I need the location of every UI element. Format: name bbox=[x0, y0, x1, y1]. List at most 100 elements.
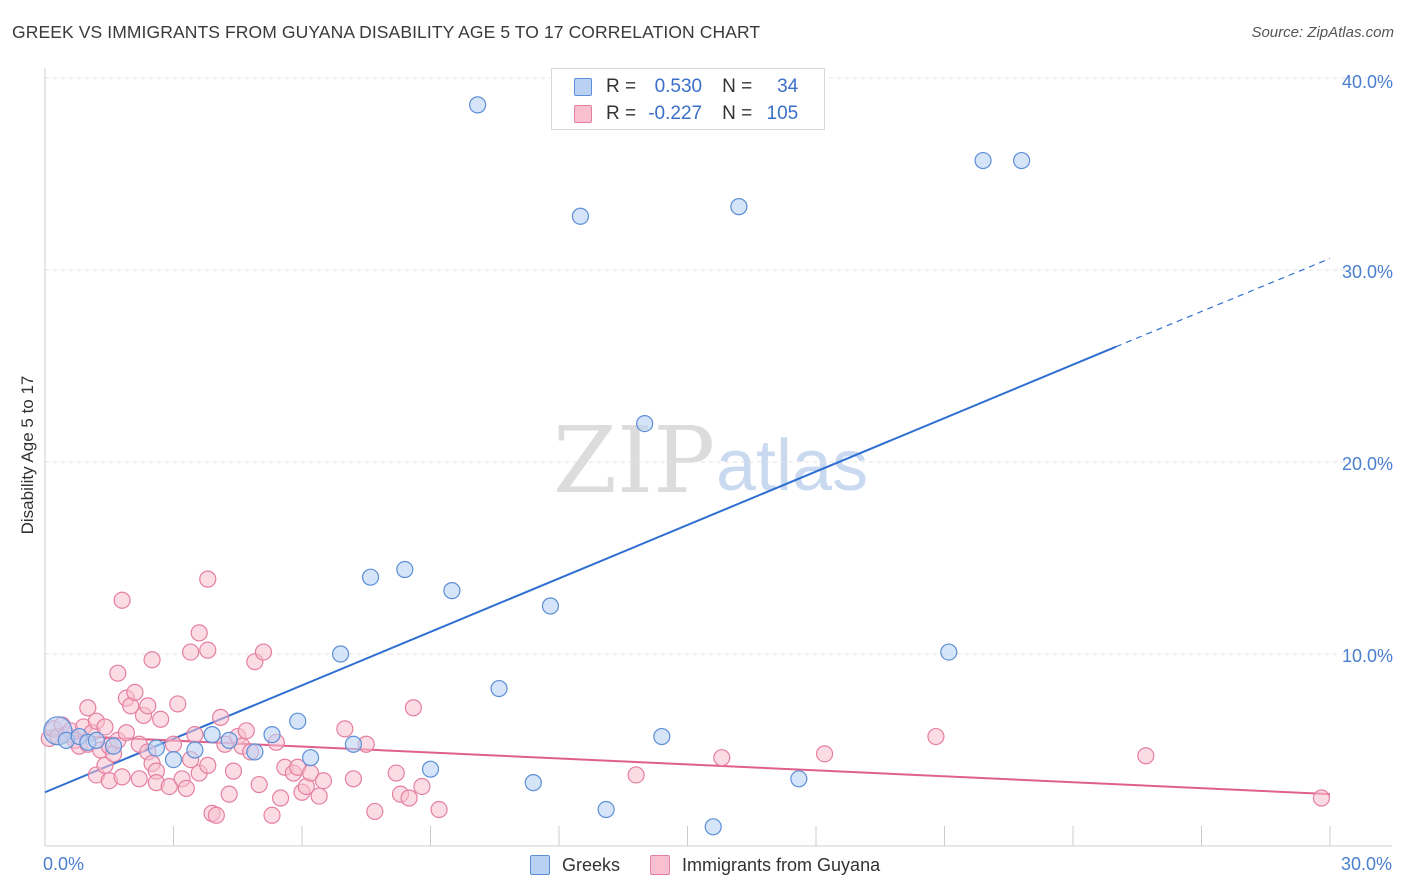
guyana-point bbox=[1312, 789, 1331, 807]
series-immigrants-from-guyana bbox=[40, 570, 1331, 824]
greeks-point bbox=[524, 774, 542, 792]
y-tick-label: 20.0% bbox=[1342, 454, 1393, 474]
greeks-point bbox=[597, 800, 615, 819]
x-tick-label: 30.0% bbox=[1341, 854, 1392, 874]
watermark: ZIP atlas bbox=[553, 407, 868, 514]
y-tick-label: 30.0% bbox=[1342, 262, 1393, 282]
greeks-legend-swatch bbox=[530, 855, 550, 875]
guyana-point bbox=[152, 710, 170, 728]
n-value-greeks: 34 bbox=[777, 76, 799, 97]
guyana-point bbox=[250, 775, 268, 794]
guyana-point bbox=[224, 762, 243, 780]
watermark-zip: ZIP bbox=[553, 407, 715, 514]
legend-item-guyana: Immigrants from Guyana bbox=[650, 855, 880, 876]
greeks-point bbox=[203, 726, 221, 744]
guyana-point bbox=[271, 789, 290, 807]
guyana-point bbox=[199, 756, 217, 774]
x-tick-label: 0.0% bbox=[43, 854, 84, 874]
guyana-point bbox=[96, 718, 114, 736]
guyana-point bbox=[160, 777, 178, 796]
guyana-point bbox=[207, 806, 225, 824]
guyana-point bbox=[143, 651, 161, 669]
guyana-point bbox=[310, 787, 328, 805]
greeks-point bbox=[147, 739, 165, 757]
greeks-point bbox=[186, 741, 204, 759]
guyana-point bbox=[400, 789, 418, 807]
guyana-point bbox=[139, 697, 157, 715]
grid-lines bbox=[45, 77, 1392, 655]
greeks-swatch bbox=[574, 78, 592, 96]
greeks-point bbox=[396, 560, 414, 579]
watermark-atlas: atlas bbox=[716, 426, 868, 506]
guyana-point bbox=[126, 683, 144, 702]
guyana-point bbox=[212, 708, 230, 726]
axes bbox=[44, 68, 1392, 847]
greeks-point bbox=[653, 727, 671, 746]
guyana-point bbox=[336, 720, 354, 738]
guyana-legend-swatch bbox=[650, 855, 671, 875]
guyana-point bbox=[927, 727, 945, 746]
guyana-point bbox=[182, 643, 200, 661]
guyana-point bbox=[130, 770, 148, 788]
greeks-point bbox=[104, 737, 123, 755]
greeks-point bbox=[263, 726, 281, 744]
guyana-point bbox=[430, 800, 448, 819]
guyana-point bbox=[169, 695, 187, 713]
r-label: R = bbox=[606, 103, 637, 124]
greeks-point bbox=[443, 582, 461, 600]
guyana-point bbox=[177, 779, 195, 798]
y-tick-label: 40.0% bbox=[1342, 72, 1393, 92]
greeks-point bbox=[421, 760, 440, 778]
greeks-point bbox=[344, 735, 362, 753]
guyana-point bbox=[199, 641, 217, 659]
series-legend: Greeks Immigrants from Guyana bbox=[530, 853, 910, 877]
series-greeks bbox=[43, 96, 1031, 836]
guyana-point bbox=[387, 764, 405, 782]
legend-row-greeks: R = 0.530 N = 34 bbox=[574, 75, 798, 99]
greeks-point bbox=[331, 645, 350, 663]
greeks-point bbox=[220, 731, 238, 750]
guyana-point bbox=[220, 785, 238, 803]
n-label: N = bbox=[722, 76, 753, 97]
greeks-point bbox=[790, 770, 808, 788]
n-value-guyana: 105 bbox=[766, 103, 799, 124]
greeks-point bbox=[164, 750, 183, 769]
greeks-point bbox=[87, 731, 106, 750]
guyana-point bbox=[199, 570, 217, 588]
r-label: R = bbox=[606, 76, 637, 97]
guyana-point bbox=[117, 724, 135, 742]
tick-labels: 10.0% 20.0% 30.0% 40.0% 0.0% 30.0% bbox=[43, 72, 1393, 874]
greeks-point bbox=[361, 568, 380, 586]
greeks-point bbox=[490, 679, 508, 698]
guyana-swatch bbox=[574, 105, 592, 123]
guyana-point bbox=[1137, 747, 1155, 765]
trend-lines bbox=[44, 257, 1331, 796]
greeks-point bbox=[974, 151, 992, 170]
guyana-point bbox=[413, 777, 431, 796]
greeks-point bbox=[571, 207, 590, 225]
guyana-point bbox=[713, 749, 731, 767]
guyana-point bbox=[190, 624, 208, 642]
guyana-point bbox=[79, 699, 97, 717]
greeks-trend-extension bbox=[1115, 257, 1331, 348]
guyana-point bbox=[109, 664, 127, 682]
guyana-point bbox=[254, 643, 273, 661]
guyana-point bbox=[404, 699, 422, 717]
greeks-point bbox=[940, 643, 958, 661]
chart-source: Source: ZipAtlas.com bbox=[1251, 24, 1394, 41]
greeks-point bbox=[469, 96, 487, 114]
greeks-point bbox=[246, 743, 264, 761]
legend-label-greeks: Greeks bbox=[562, 854, 621, 875]
guyana-point bbox=[164, 735, 183, 753]
y-axis-label: Disability Age 5 to 17 bbox=[18, 376, 37, 535]
guyana-point bbox=[627, 766, 645, 784]
greeks-point bbox=[636, 415, 654, 433]
guyana-point bbox=[366, 802, 384, 821]
guyana-point bbox=[263, 806, 281, 824]
guyana-point bbox=[344, 770, 362, 788]
legend-item-greeks: Greeks bbox=[530, 855, 620, 876]
guyana-point bbox=[113, 591, 131, 609]
n-label: N = bbox=[722, 103, 753, 124]
guyana-point bbox=[113, 768, 131, 786]
